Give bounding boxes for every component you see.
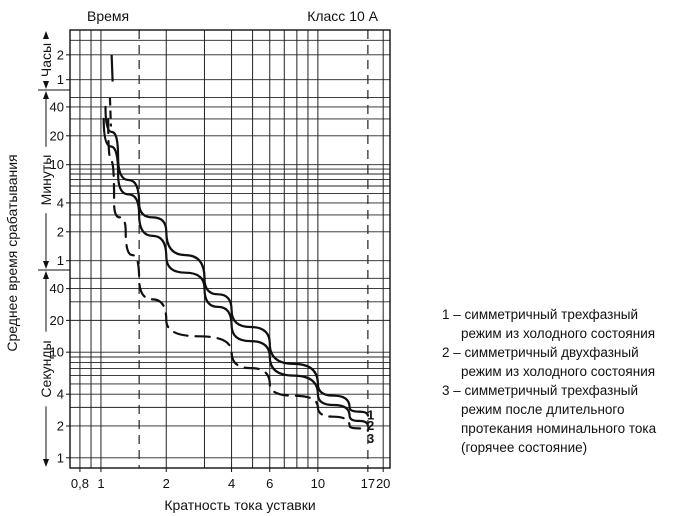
- y-tick-label: 4: [57, 195, 64, 210]
- x-axis-title: Кратность тока уставки: [164, 497, 315, 513]
- legend-number: 1: [442, 307, 450, 322]
- y-axis-title: Среднее время срабатывания: [4, 154, 20, 351]
- y-tick-label: 1: [57, 253, 64, 268]
- y-tick-label: 1: [57, 450, 64, 465]
- legend: 1 – симметричный трехфазный режим из хол…: [442, 305, 684, 457]
- top-right-label: Класс 10 А: [307, 8, 378, 24]
- series-line-3: [108, 97, 113, 127]
- series-label: 3: [367, 431, 374, 446]
- y-tick-label: 20: [50, 128, 64, 143]
- series-label: 1: [367, 408, 374, 423]
- x-tick-label: 6: [266, 476, 273, 491]
- x-axis: 0,8 1 2 4 6 10 17 20: [71, 468, 390, 491]
- chart-grid: [70, 30, 390, 468]
- y-tick-label: 4: [57, 387, 64, 402]
- y-tick-label: 10: [50, 157, 64, 172]
- chart-frame: [69, 29, 391, 469]
- series-line-1: [110, 54, 114, 82]
- x-tick-label: 17: [361, 476, 375, 491]
- y-band-label: Минуты: [38, 155, 54, 206]
- y-tick-label: 40: [50, 99, 64, 114]
- legend-text: режим из холодного состояния: [461, 364, 656, 379]
- legend-text: режим после длительного: [461, 402, 625, 417]
- legend-item-1: 1 – симметричный трехфазный режим из хол…: [442, 305, 684, 343]
- x-tick-label: 1: [97, 476, 104, 491]
- legend-text: режим из холодного состояния: [461, 326, 656, 341]
- y-tick-label: 1: [57, 72, 64, 87]
- series-line-1: [104, 105, 369, 417]
- y-tick-label: 2: [57, 47, 64, 62]
- legend-item-3: 3 – симметричный трехфазный режим после …: [442, 381, 684, 457]
- band-arrowhead: [43, 91, 49, 99]
- legend-text: симметричный трехфазный: [464, 383, 639, 398]
- legend-number: 2: [442, 345, 450, 360]
- legend-item-2: 2 – симметричный двухфазный режим из хол…: [442, 343, 684, 381]
- band-arrowhead: [43, 271, 49, 279]
- y-band-label: Часы: [38, 43, 54, 77]
- series-label: 2: [367, 418, 374, 433]
- series-line-3: [107, 117, 369, 432]
- series-line-2: [102, 117, 369, 428]
- x-tick-label: 0,8: [71, 476, 89, 491]
- y-tick-label: 2: [57, 418, 64, 433]
- legend-text: симметричный трехфазный: [464, 307, 639, 322]
- y-band-label: Секунды: [38, 340, 54, 397]
- legend-number: 3: [442, 383, 450, 398]
- y-tick-label: 20: [50, 313, 64, 328]
- legend-text: (горячее состояние): [461, 440, 588, 455]
- x-tick-label: 10: [311, 476, 325, 491]
- series-group: 123: [102, 54, 374, 446]
- x-tick-label: 4: [228, 476, 235, 491]
- y-tick-label: 2: [57, 224, 64, 239]
- legend-text: симметричный двухфазный: [464, 345, 639, 360]
- y-tick-label: 10: [50, 345, 64, 360]
- y-tick-label: 40: [50, 281, 64, 296]
- band-arrowhead: [43, 261, 49, 269]
- x-tick-label: 20: [376, 476, 390, 491]
- band-arrowhead: [43, 459, 49, 467]
- band-arrowhead: [43, 31, 49, 39]
- legend-text: протекания номинального тока: [461, 421, 657, 436]
- band-arrowhead: [43, 81, 49, 89]
- top-left-label: Время: [87, 8, 129, 24]
- plot-frame: [69, 29, 391, 469]
- x-tick-label: 2: [163, 476, 170, 491]
